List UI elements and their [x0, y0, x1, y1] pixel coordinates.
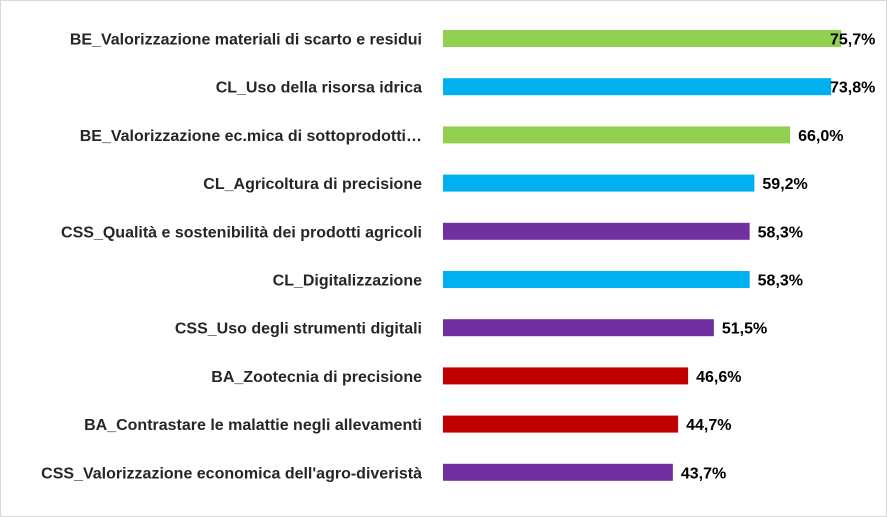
value-label-5: 58,3%	[758, 224, 803, 241]
category-label-2: CL_Uso della risorsa idrica	[216, 80, 422, 97]
value-label-9: 44,7%	[686, 417, 731, 434]
category-label-1: BE_Valorizzazione materiali di scarto e …	[70, 32, 422, 49]
bar-7	[443, 319, 714, 337]
bar-2	[443, 78, 832, 96]
value-label-3: 66,0%	[798, 128, 843, 145]
value-label-4: 59,2%	[762, 176, 807, 193]
bar-6	[443, 271, 750, 288]
category-label-8: BA_Zootecnia di precisione	[211, 369, 422, 386]
category-label-5: CSS_Qualità e sostenibilità dei prodotti…	[61, 224, 422, 241]
bar-10	[443, 463, 673, 481]
bar-9	[443, 415, 679, 433]
value-label-10: 43,7%	[681, 465, 726, 482]
value-label-2: 73,8%	[830, 80, 875, 97]
category-label-3: BE_Valorizzazione ec.mica di sottoprodot…	[80, 128, 422, 145]
category-label-9: BA_Contrastare le malattie negli allevam…	[84, 417, 422, 434]
category-label-4: CL_Agricoltura di precisione	[203, 176, 422, 193]
bar-3	[443, 126, 791, 144]
value-label-1: 75,7%	[830, 32, 875, 49]
bar-5	[443, 222, 750, 240]
value-label-6: 58,3%	[758, 273, 803, 290]
bar-1	[443, 30, 842, 47]
bar-8	[443, 367, 689, 385]
value-label-8: 46,6%	[696, 369, 741, 386]
value-label-7: 51,5%	[722, 321, 767, 338]
category-label-7: CSS_Uso degli strumenti digitali	[175, 321, 422, 338]
category-label-6: CL_Digitalizzazione	[273, 273, 422, 290]
bar-4	[443, 174, 755, 192]
category-label-10: CSS_Valorizzazione economica dell'agro-d…	[41, 465, 422, 482]
